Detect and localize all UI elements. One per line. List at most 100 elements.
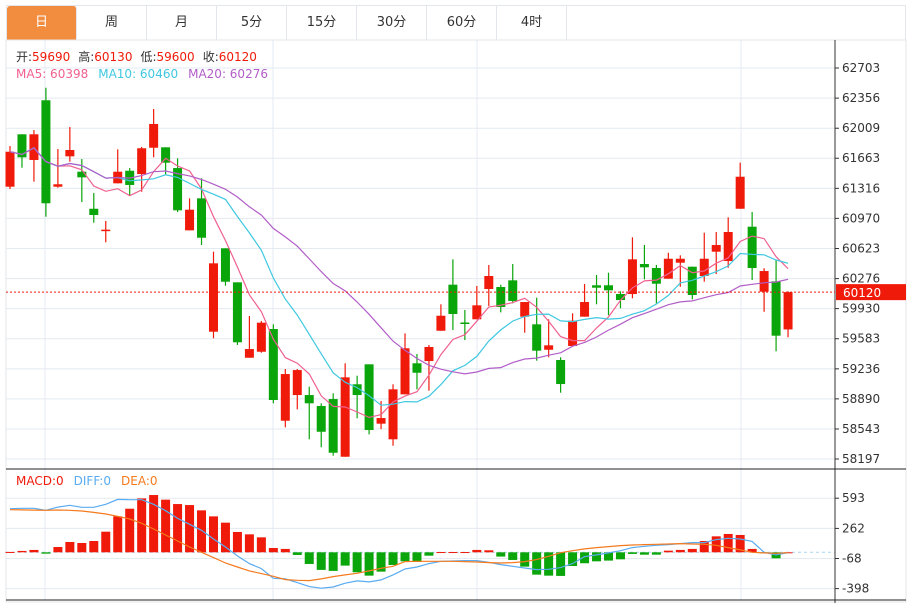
macd-bar: [173, 504, 183, 553]
macd-bar: [77, 542, 87, 553]
candle: [256, 321, 266, 353]
candle: [340, 363, 350, 457]
candle-body: [544, 345, 554, 350]
candle: [472, 285, 482, 320]
macd-bar: [280, 548, 290, 553]
tab-1[interactable]: 周: [77, 6, 147, 40]
macd-bar: [675, 549, 685, 553]
macd-bar: [532, 552, 542, 575]
ma10-line: [9, 147, 789, 406]
candle: [53, 149, 63, 188]
candle: [508, 264, 518, 304]
candle: [699, 232, 709, 282]
candle-body: [532, 324, 542, 351]
tab-5[interactable]: 30分: [357, 6, 427, 40]
price-tick-label: 60623: [842, 241, 880, 255]
high-value: 60130: [94, 50, 132, 64]
candle: [627, 237, 637, 299]
candle-body: [496, 287, 506, 307]
candle-body: [412, 363, 422, 373]
low-value: 59600: [157, 50, 195, 64]
macd-bar: [412, 552, 422, 562]
candle: [304, 386, 314, 440]
current-price-badge: [836, 284, 906, 301]
candle: [783, 291, 793, 338]
macd-bar: [232, 531, 242, 553]
macd-bar: [17, 550, 27, 553]
macd-bar: [376, 552, 386, 572]
macd-bar: [424, 552, 434, 556]
macd-bar: [556, 552, 566, 576]
candle: [544, 319, 554, 358]
macd-tick-label: 262: [842, 521, 865, 535]
tab-4[interactable]: 15分: [287, 6, 357, 40]
candle: [161, 147, 171, 175]
candle: [244, 315, 254, 358]
candle-body: [388, 389, 398, 440]
tab-2[interactable]: 月: [147, 6, 217, 40]
tab-6[interactable]: 60分: [427, 6, 497, 40]
candle: [592, 275, 602, 305]
diff-label: DIFF:0: [74, 474, 111, 488]
macd-bar: [304, 552, 314, 564]
tab-3[interactable]: 5分: [217, 6, 287, 40]
macd-bar: [735, 534, 745, 553]
candle-body: [5, 151, 15, 187]
macd-tick-label: -398: [842, 582, 869, 596]
macd-bar: [615, 552, 625, 560]
candle-body: [268, 329, 278, 400]
period-tabs: 日周月 5分 15分 30分 60分 4时: [6, 5, 906, 40]
price-tick-label: 58197: [842, 452, 880, 466]
macd-bar: [244, 534, 254, 553]
candle-body: [472, 305, 482, 320]
candle-body: [771, 281, 781, 336]
candle: [651, 264, 661, 304]
candle: [687, 266, 697, 300]
macd-bar: [663, 550, 673, 553]
macd-bar: [651, 552, 661, 555]
candle: [137, 146, 147, 192]
candle-body: [101, 229, 111, 232]
macd-bar: [185, 505, 195, 553]
candle: [639, 245, 649, 280]
macd-bar: [436, 552, 446, 554]
candle-body: [53, 184, 63, 187]
price-tick-label: 58890: [842, 392, 880, 406]
candle-body: [41, 100, 51, 204]
candle-body: [424, 346, 434, 362]
macd-bar: [197, 510, 207, 553]
candle: [388, 384, 398, 446]
candle-body: [400, 348, 410, 395]
moving-averages: [9, 147, 789, 419]
macd-bar: [5, 551, 15, 553]
candle-body: [292, 370, 302, 396]
candle-body: [364, 364, 374, 431]
candle-body: [280, 374, 290, 421]
candle: [711, 232, 721, 274]
macd-bar: [364, 552, 374, 576]
candle-body: [244, 349, 254, 358]
candle-body: [256, 322, 266, 352]
candle-body: [352, 384, 362, 396]
candle-body: [436, 315, 446, 331]
candle: [292, 369, 302, 410]
diff-line: [9, 498, 789, 589]
macd-bar: [316, 552, 326, 570]
candle: [17, 134, 27, 168]
tab-7[interactable]: 4时: [497, 6, 567, 40]
tab-0[interactable]: 日: [7, 6, 77, 40]
candle-body: [759, 271, 769, 292]
candle: [723, 217, 733, 268]
macd-bar: [699, 540, 709, 553]
candle-body: [711, 245, 721, 252]
candle: [328, 393, 338, 456]
candle-body: [723, 232, 733, 261]
candle: [520, 302, 530, 333]
candle-body: [161, 147, 171, 163]
candle: [580, 283, 590, 317]
price-tick-label: 60276: [842, 272, 880, 286]
dea-label: DEA:0: [121, 474, 158, 488]
candle-body: [604, 285, 613, 291]
price-tick-label: 62703: [842, 61, 880, 75]
